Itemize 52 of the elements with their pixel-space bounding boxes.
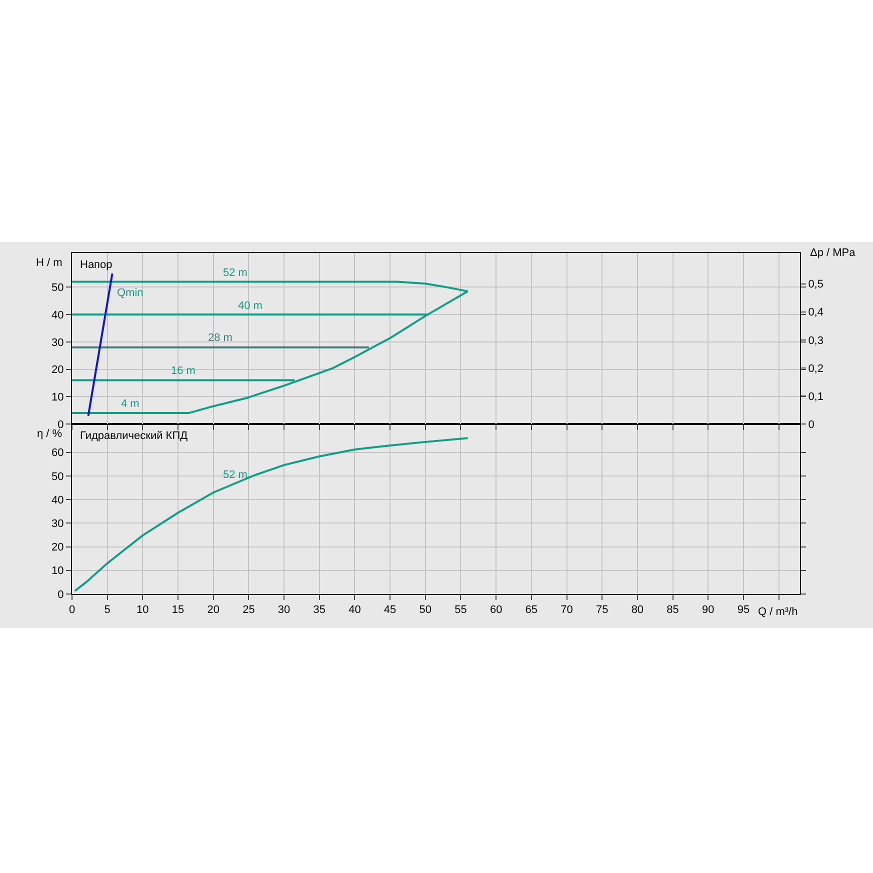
x-tick-label: 40 [348, 604, 361, 616]
series-label: 40 m [238, 300, 262, 312]
y-tick-label: 40 [52, 494, 64, 506]
series-label: 16 m [171, 365, 196, 377]
y-tick-label: 30 [52, 518, 64, 530]
y2-tick-label: 0 [808, 418, 814, 431]
x-tick-label: 55 [454, 604, 467, 616]
y-tick-label: 20 [52, 542, 64, 554]
y2-tick-label: 0,4 [808, 306, 824, 319]
x-tick-label: 50 [419, 604, 432, 616]
y-tick-label: 50 [52, 282, 64, 294]
y-tick-label: 0 [58, 588, 64, 601]
x-tick-label: 10 [136, 604, 149, 616]
annotation: Qmin [117, 287, 144, 299]
x-tick-label: 65 [525, 604, 538, 616]
y2-tick-label: 0,5 [808, 278, 824, 291]
y2-tick-label: 0,3 [808, 334, 824, 347]
x-tick-label: 30 [278, 604, 290, 616]
x-tick-label: 95 [737, 604, 750, 616]
x-tick-label: 0 [68, 604, 76, 616]
x-tick-label: 90 [702, 604, 714, 616]
series-label: 52 m [223, 267, 248, 279]
x-tick-label: 25 [242, 604, 255, 616]
y-tick-label: 0 [58, 418, 64, 431]
y-tick-label: 20 [52, 364, 64, 376]
x-tick-label: 85 [666, 604, 679, 616]
x-tick-label: 80 [631, 604, 644, 616]
y-axis-title: H / m [36, 257, 62, 269]
x-tick-label: 70 [560, 604, 573, 616]
series-label: 28 m [208, 332, 232, 344]
y-tick-label: 40 [52, 309, 64, 322]
y-tick-label: 10 [52, 565, 64, 578]
y2-axis-title: Δp / MPa [810, 247, 856, 259]
x-tick-label: 60 [490, 604, 502, 616]
y-tick-label: 30 [52, 336, 64, 349]
y-tick-label: 50 [52, 470, 64, 483]
text: Напор [80, 259, 112, 271]
x-axis-title: Q / m³/h [758, 606, 798, 618]
text: Гидравлический КПД [80, 430, 188, 442]
x-tick-label: 20 [207, 604, 220, 616]
y-axis-title: η / % [37, 428, 62, 440]
x-tick-label: 5 [104, 604, 110, 616]
y2-tick-label: 0,2 [808, 362, 824, 375]
y2-tick-label: 0,1 [808, 390, 824, 403]
series-label: 4 m [121, 398, 140, 410]
x-tick-label: 45 [384, 604, 396, 616]
y-tick-label: 60 [52, 447, 64, 460]
x-tick-label: 75 [596, 604, 608, 616]
x-tick-label: 15 [172, 604, 184, 616]
y-tick-label: 10 [52, 391, 64, 404]
x-tick-label: 35 [313, 604, 326, 616]
series-label: 52 m [223, 469, 248, 481]
